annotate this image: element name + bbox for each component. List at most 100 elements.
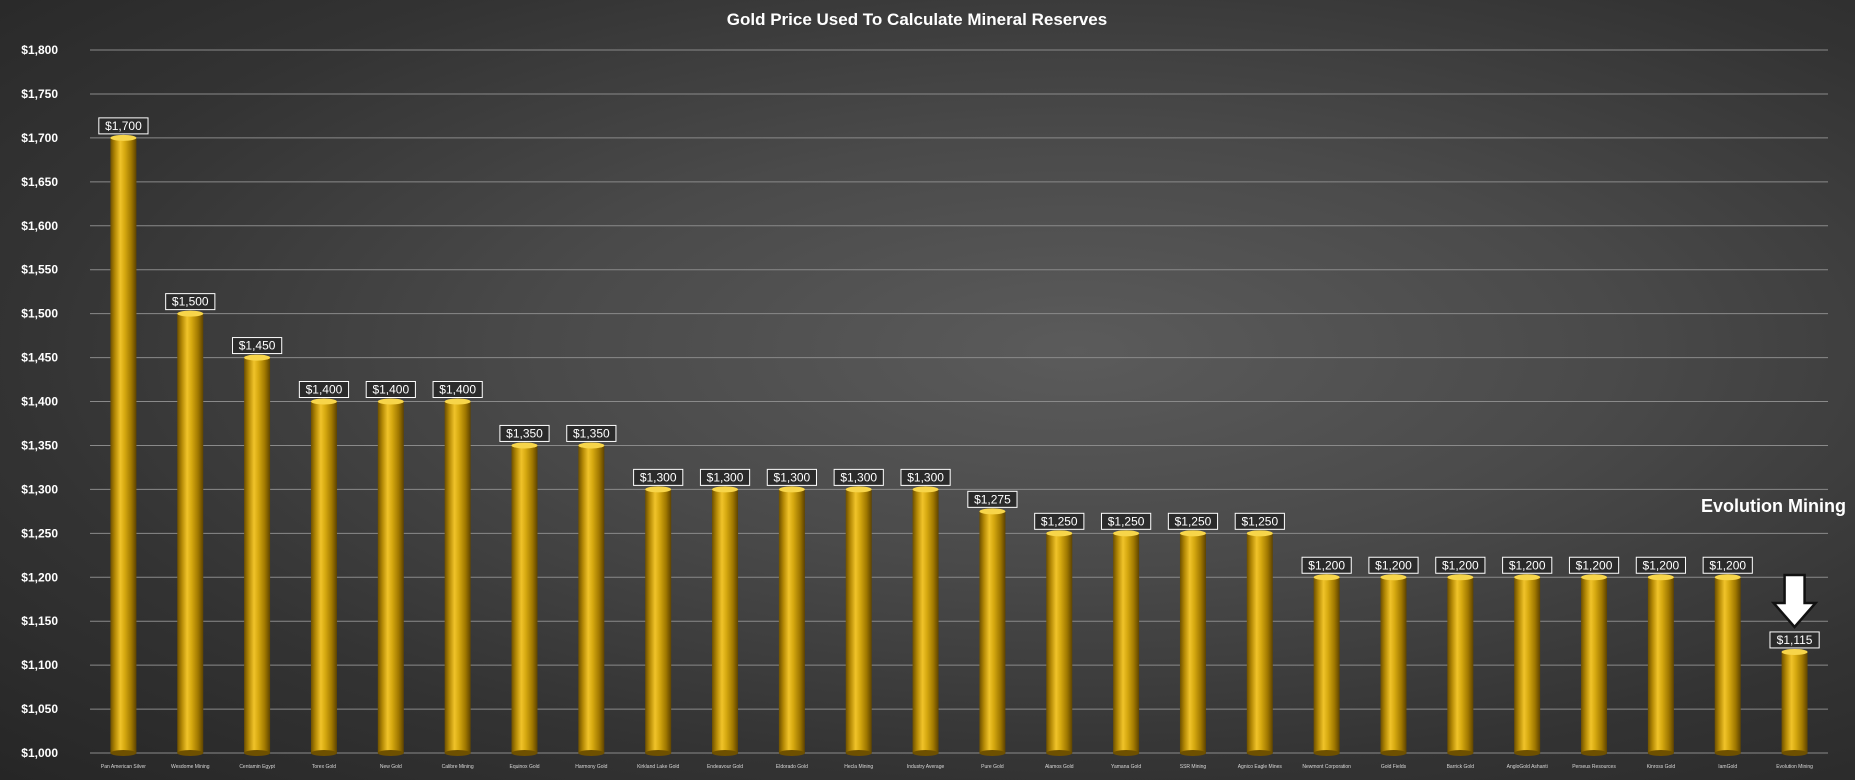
bar (110, 134, 137, 756)
bar (645, 486, 672, 756)
data-label: $1,250 (1034, 512, 1085, 530)
x-tick-label: AngloGold Ashanti (1507, 764, 1548, 770)
bar-base (912, 750, 939, 756)
bar-body (1714, 577, 1741, 753)
data-label-box (1502, 556, 1553, 574)
bar-body (578, 445, 605, 753)
bar-body (1046, 533, 1073, 753)
data-label-box (566, 424, 617, 442)
x-tick-label: Kirkland Lake Gold (637, 764, 679, 770)
bar (1313, 574, 1340, 756)
x-tick-label: Equinox Gold (509, 764, 539, 770)
bar-base (1313, 750, 1340, 756)
bar-body (712, 489, 739, 753)
data-label-text: $1,300 (640, 470, 677, 484)
data-label-text: $1,400 (306, 383, 343, 397)
data-label: $1,450 (232, 337, 283, 355)
data-labels: $1,700 $1,500 $1,450 $1,400 $1,400 $1,400 $1,3… (98, 117, 1820, 649)
data-label-box (1034, 512, 1085, 530)
bar-top (1447, 574, 1474, 581)
x-tick-label: Yamana Gold (1111, 764, 1141, 770)
bar-top (712, 486, 739, 493)
x-tick-label: Barrick Gold (1447, 764, 1475, 770)
data-label: $1,350 (566, 424, 617, 442)
data-label-box (967, 490, 1018, 508)
x-tick-label: Centamin Egypt (239, 764, 275, 770)
data-label-box (165, 293, 216, 311)
bar-base (1046, 750, 1073, 756)
bar-base (712, 750, 739, 756)
data-label-text: $1,200 (1709, 558, 1746, 572)
data-label: $1,400 (432, 381, 483, 398)
bar-base (444, 750, 471, 756)
data-label-box (1435, 556, 1486, 574)
bar-body (310, 401, 337, 753)
y-tick-label: $1,400 (21, 395, 58, 409)
y-tick-label: $1,500 (21, 307, 58, 321)
data-label: $1,200 (1702, 556, 1753, 574)
data-label-text: $1,400 (439, 383, 476, 397)
bar-body (511, 445, 538, 753)
bar (1113, 530, 1140, 756)
data-label-text: $1,500 (172, 295, 209, 309)
x-axis-tick-labels: Pan American Silver Wesdome Mining Centami… (101, 764, 1813, 770)
bar-base (511, 750, 538, 756)
data-label-box (1301, 556, 1352, 574)
bar-top (244, 354, 271, 361)
x-tick-label: Eldorado Gold (776, 764, 808, 770)
bar-body (1581, 577, 1608, 753)
bar (177, 310, 204, 756)
bar (1647, 574, 1674, 756)
data-label-text: $1,200 (1375, 558, 1412, 572)
bar-body (1179, 533, 1206, 753)
y-tick-label: $1,300 (21, 482, 58, 496)
data-label-text: $1,200 (1308, 558, 1345, 572)
bar-top (778, 486, 805, 493)
y-tick-label: $1,100 (21, 658, 58, 672)
data-label: $1,275 (967, 490, 1018, 508)
bar-top (511, 442, 538, 449)
x-tick-label: Torex Gold (312, 764, 336, 770)
data-label-text: $1,300 (840, 470, 877, 484)
y-tick-label: $1,450 (21, 351, 58, 365)
y-tick-label: $1,600 (21, 219, 58, 233)
x-tick-label: Industry Average (907, 764, 945, 770)
bar-base (377, 750, 404, 756)
data-label: $1,350 (499, 424, 550, 442)
y-tick-label: $1,200 (21, 570, 58, 584)
bar-top (912, 486, 939, 493)
bar (778, 486, 805, 756)
bar-base (1647, 750, 1674, 756)
data-label-box (1702, 556, 1753, 574)
data-label: $1,250 (1167, 512, 1219, 530)
bar (912, 486, 939, 756)
data-label-box (1769, 631, 1820, 649)
data-label-box (833, 468, 884, 486)
data-label: $1,200 (1502, 556, 1553, 574)
data-label-text: $1,200 (1509, 558, 1546, 572)
bar (1714, 574, 1741, 756)
bar-top (1647, 574, 1674, 581)
x-tick-label: SSR Mining (1180, 764, 1207, 770)
bar (444, 398, 471, 756)
gridlines (90, 49, 1828, 754)
bar-top (1514, 574, 1541, 581)
data-label-text: $1,250 (1175, 514, 1212, 528)
data-label: $1,200 (1301, 556, 1352, 574)
bar-base (845, 750, 872, 756)
data-label-box (699, 468, 751, 486)
bar (1447, 574, 1474, 756)
data-label-text: $1,250 (1041, 514, 1078, 528)
bar-body (1113, 533, 1140, 753)
y-tick-label: $1,350 (21, 438, 58, 452)
bar-base (979, 750, 1006, 756)
bar (979, 508, 1006, 756)
y-tick-label: $1,650 (21, 175, 58, 189)
data-label-text: $1,115 (1777, 633, 1813, 647)
y-tick-label: $1,800 (21, 43, 58, 57)
bar (1246, 530, 1273, 756)
x-tick-label: Endeavour Gold (707, 764, 743, 770)
x-tick-label: IamGold (1718, 764, 1737, 770)
data-label-box (98, 117, 149, 135)
bar-body (1246, 533, 1273, 753)
